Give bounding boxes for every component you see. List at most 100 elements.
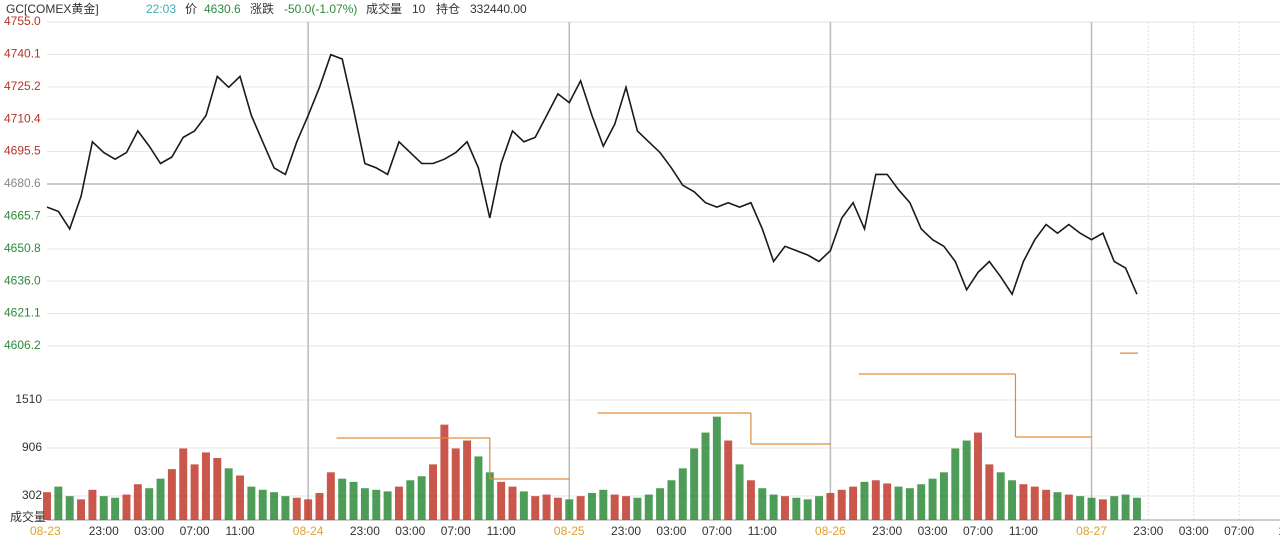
- y-tick-label: 4636.0: [4, 273, 41, 287]
- volume-bar: [440, 424, 449, 520]
- volume-bar: [1121, 494, 1130, 520]
- volume-bar: [939, 472, 948, 520]
- volume-bar: [1019, 484, 1028, 520]
- volume-bar: [372, 489, 381, 520]
- volume-bar: [349, 481, 358, 520]
- x-tick-label: 03:00: [134, 524, 164, 538]
- change-label: 涨跌: [250, 1, 274, 16]
- volume-bar: [985, 464, 994, 520]
- y-tick-label: 4665.7: [4, 209, 41, 223]
- volume-axis-label: 成交量: [10, 509, 46, 524]
- volume-bar: [553, 497, 562, 520]
- volume-bar: [1110, 496, 1119, 520]
- volume-bar: [179, 448, 188, 520]
- volume-bar: [270, 492, 279, 520]
- volume-label: 成交量: [366, 1, 402, 16]
- volume-bar: [315, 492, 324, 520]
- x-tick-label: 07:00: [702, 524, 732, 538]
- y-tick-label: 302: [22, 488, 42, 502]
- volume-bar: [1076, 496, 1085, 520]
- volume-bar: [758, 488, 767, 520]
- volume-bar: [122, 494, 131, 520]
- volume-bar: [77, 499, 86, 520]
- volume-bar: [99, 496, 108, 520]
- volume-bar: [565, 499, 574, 520]
- price: 4630.6: [204, 2, 241, 16]
- volume-bar: [803, 499, 812, 520]
- volume: 10: [412, 2, 426, 16]
- volume-bar: [690, 448, 699, 520]
- volume-bar: [644, 494, 653, 520]
- volume-bar: [701, 432, 710, 520]
- volume-bar: [326, 472, 335, 520]
- x-tick-label: 07:00: [1224, 524, 1254, 538]
- volume-bar: [247, 486, 256, 520]
- volume-bar: [917, 484, 926, 520]
- x-tick-label: 07:00: [180, 524, 210, 538]
- y-tick-label: 4740.1: [4, 47, 41, 61]
- x-tick-label: 08-25: [554, 524, 585, 538]
- volume-bar: [678, 468, 687, 520]
- volume-bar: [224, 468, 233, 520]
- price-line: [46, 53, 1138, 297]
- y-tick-label: 4621.1: [4, 306, 41, 320]
- volume-bar: [429, 464, 437, 520]
- volume-bar: [724, 440, 733, 520]
- volume-bar: [815, 496, 824, 520]
- x-tick-label: 03:00: [1179, 524, 1209, 538]
- y-tick-label: 4725.2: [4, 79, 41, 93]
- volume-bar: [497, 481, 506, 520]
- volume-bar: [781, 496, 789, 520]
- symbol: GC[COMEX黄金]: [6, 1, 99, 16]
- volume-bar: [406, 480, 415, 520]
- volume-bar: [587, 492, 596, 520]
- x-tick-label: 03:00: [395, 524, 425, 538]
- x-tick-label: 08-24: [293, 524, 324, 538]
- time: 22:03: [146, 2, 176, 16]
- x-tick-label: 11:00: [748, 524, 777, 538]
- x-tick-label: 07:00: [963, 524, 993, 538]
- volume-bar: [633, 497, 642, 520]
- volume-bar: [1030, 486, 1039, 520]
- volume-bar: [894, 486, 903, 520]
- volume-bar: [463, 440, 472, 520]
- volume-bar: [1098, 499, 1107, 520]
- volume-bar: [1053, 492, 1062, 520]
- volume-bar: [837, 489, 846, 520]
- volume-bar: [656, 488, 665, 520]
- volume-bar: [145, 488, 154, 520]
- volume-bar: [746, 480, 755, 520]
- x-tick-label: 11: [1278, 524, 1280, 538]
- volume-bar: [928, 478, 937, 520]
- oi-label: 持仓: [436, 1, 460, 16]
- x-tick-label: 11:00: [1009, 524, 1038, 538]
- volume-bar: [394, 486, 403, 520]
- volume-bar: [1087, 497, 1096, 520]
- volume-bar: [826, 492, 835, 520]
- volume-bar: [258, 489, 267, 520]
- volume-bar: [599, 489, 608, 520]
- volume-bar: [1132, 497, 1141, 520]
- x-tick-label: 08-23: [30, 524, 61, 538]
- volume-bar: [519, 491, 528, 520]
- volume-bar: [417, 476, 426, 520]
- change: -50.0(-1.07%): [284, 2, 357, 16]
- volume-bar: [871, 480, 880, 520]
- volume-bar: [531, 496, 540, 520]
- volume-bar: [281, 496, 290, 520]
- x-tick-label: 07:00: [441, 524, 471, 538]
- volume-bar: [712, 416, 721, 520]
- volume-bar: [849, 486, 858, 520]
- price-label: 价: [185, 2, 197, 16]
- y-tick-label: 1510: [15, 392, 42, 406]
- volume-bar: [951, 448, 960, 520]
- x-tick-label: 11:00: [487, 524, 516, 538]
- x-tick-label: 11:00: [225, 524, 254, 538]
- volume-bar: [905, 488, 914, 520]
- volume-bar: [962, 440, 971, 520]
- volume-bar: [201, 452, 210, 520]
- volume-bar: [213, 458, 222, 520]
- volume-bar: [996, 472, 1005, 520]
- volume-bar: [610, 494, 619, 520]
- volume-bar: [508, 486, 517, 520]
